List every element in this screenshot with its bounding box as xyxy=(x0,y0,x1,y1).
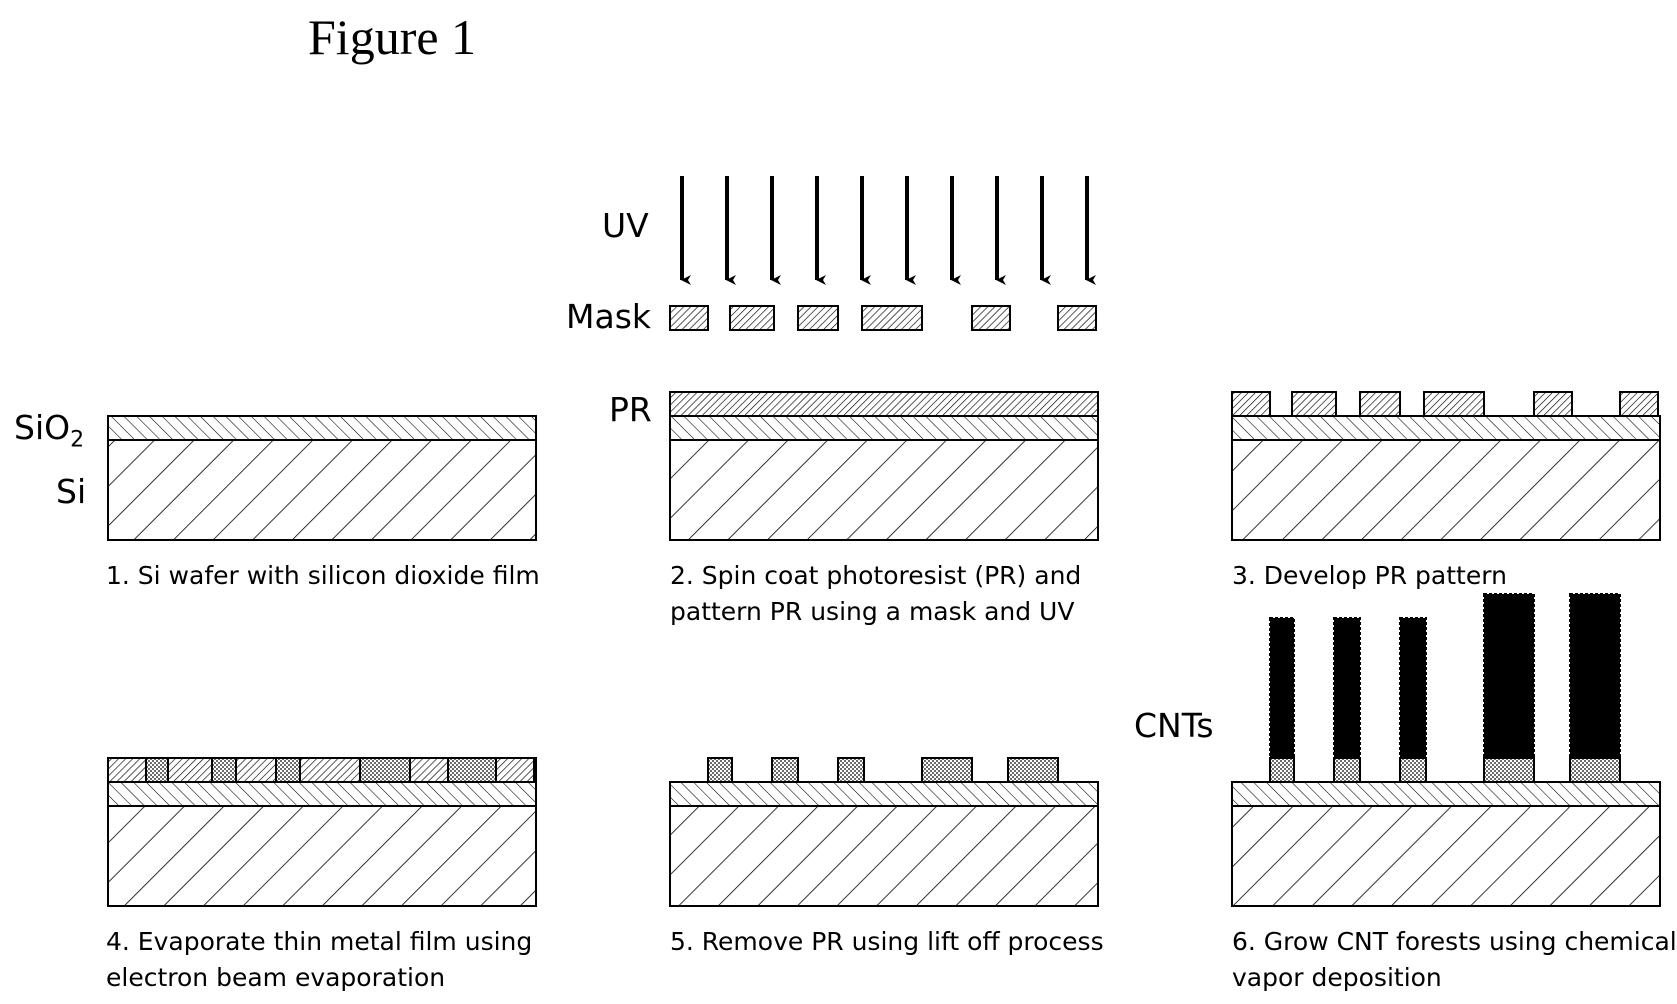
caption-step2: 2. Spin coat photoresist (PR) and patter… xyxy=(670,558,1081,630)
si-wafer xyxy=(108,806,536,906)
pr-block xyxy=(1360,392,1400,416)
pr-block xyxy=(410,758,448,782)
pr-block xyxy=(1292,392,1336,416)
si-wafer xyxy=(1232,806,1660,906)
caption-step4: 4. Evaporate thin metal film using elect… xyxy=(106,924,532,996)
caption-step2-line2: pattern PR using a mask and UV xyxy=(670,594,1081,630)
sio2-label: SiO2 xyxy=(14,408,84,453)
sio2-layer xyxy=(1232,782,1660,806)
pr-block xyxy=(1232,392,1270,416)
metal-island xyxy=(1270,758,1294,782)
panel-step4 xyxy=(108,758,536,906)
sio2-layer xyxy=(108,416,536,440)
metal-island xyxy=(1570,758,1620,782)
panel-step3 xyxy=(1232,392,1660,540)
panel-step2 xyxy=(670,392,1098,540)
sio2-layer xyxy=(1232,416,1660,440)
mask-segment xyxy=(1058,306,1096,330)
caption-step6-line1: 6. Grow CNT forests using chemical xyxy=(1232,924,1677,960)
sio2-layer xyxy=(108,782,536,806)
pr-block xyxy=(496,758,534,782)
metal-film xyxy=(360,758,410,782)
pr-block xyxy=(1534,392,1572,416)
cnt-forest xyxy=(1570,594,1620,758)
mask-segment xyxy=(730,306,774,330)
metal-island xyxy=(838,758,864,782)
metal-island xyxy=(922,758,972,782)
uv-label: UV xyxy=(602,206,649,245)
mask-label: Mask xyxy=(566,297,651,336)
si-wafer xyxy=(108,440,536,540)
mask-segment xyxy=(862,306,922,330)
metal-island xyxy=(1334,758,1360,782)
metal-island xyxy=(708,758,732,782)
caption-step3: 3. Develop PR pattern xyxy=(1232,558,1507,594)
cnt-forest xyxy=(1270,618,1294,758)
cnt-forest xyxy=(1484,594,1534,758)
pr-block xyxy=(300,758,360,782)
si-wafer xyxy=(670,440,1098,540)
mask-segment xyxy=(972,306,1010,330)
metal-island xyxy=(1484,758,1534,782)
sio2-main: SiO xyxy=(14,408,70,447)
caption-step4-line1: 4. Evaporate thin metal film using xyxy=(106,924,532,960)
caption-step1-line1: 1. Si wafer with silicon dioxide film xyxy=(106,558,540,594)
cnt-forest xyxy=(1400,618,1426,758)
mask-segment xyxy=(670,306,708,330)
panel-step6 xyxy=(1232,594,1660,906)
panel-step5 xyxy=(670,758,1098,906)
metal-island xyxy=(772,758,798,782)
si-label: Si xyxy=(56,472,86,511)
sio2-layer xyxy=(670,416,1098,440)
cnt-forest xyxy=(1334,618,1360,758)
si-wafer xyxy=(1232,440,1660,540)
si-wafer xyxy=(670,806,1098,906)
metal-film xyxy=(276,758,300,782)
pr-block xyxy=(1620,392,1658,416)
mask xyxy=(670,306,1096,330)
pr-block xyxy=(168,758,212,782)
metal-film xyxy=(448,758,496,782)
cnts-label: CNTs xyxy=(1134,706,1214,745)
caption-step6-line2: vapor deposition xyxy=(1232,960,1677,996)
pr-block xyxy=(108,758,146,782)
caption-step6: 6. Grow CNT forests using chemical vapor… xyxy=(1232,924,1677,996)
pr-block xyxy=(236,758,276,782)
pr-block xyxy=(1424,392,1484,416)
sio2-subscript: 2 xyxy=(70,428,84,453)
caption-step5: 5. Remove PR using lift off process xyxy=(670,924,1104,960)
panel-step1 xyxy=(108,416,536,540)
metal-island xyxy=(1008,758,1058,782)
sio2-layer xyxy=(670,782,1098,806)
caption-step5-line1: 5. Remove PR using lift off process xyxy=(670,924,1104,960)
metal-film xyxy=(146,758,168,782)
caption-step2-line1: 2. Spin coat photoresist (PR) and xyxy=(670,558,1081,594)
caption-step4-line2: electron beam evaporation xyxy=(106,960,532,996)
metal-island xyxy=(1400,758,1426,782)
photoresist-layer xyxy=(670,392,1098,416)
metal-film xyxy=(212,758,236,782)
mask-segment xyxy=(798,306,838,330)
caption-step1: 1. Si wafer with silicon dioxide film xyxy=(106,558,540,594)
pr-label: PR xyxy=(609,390,652,429)
uv-arrows xyxy=(682,176,1087,280)
caption-step3-line1: 3. Develop PR pattern xyxy=(1232,558,1507,594)
